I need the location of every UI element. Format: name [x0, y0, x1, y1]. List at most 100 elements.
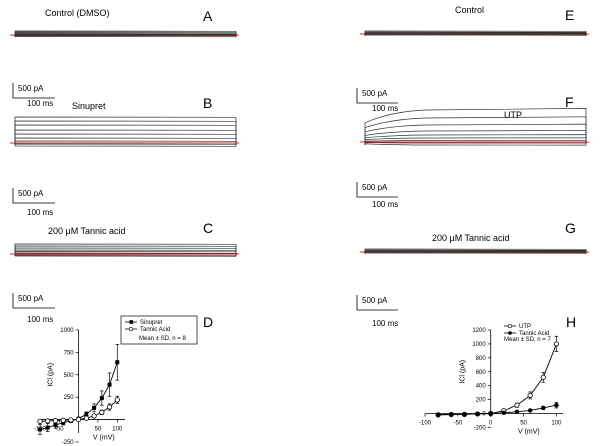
data-point	[514, 409, 520, 414]
panel-a-time-scale: 100 ms	[27, 99, 53, 108]
y-tick-label: -200	[474, 425, 487, 431]
annotation: Mean ± SD, n = 7	[504, 337, 551, 343]
axes: -100 -50 0 50 100-200020040060080010001200V …	[419, 328, 563, 436]
data-point	[115, 360, 120, 365]
legend-marker	[128, 326, 134, 332]
data-point	[540, 374, 546, 380]
data-point	[541, 405, 546, 411]
current-trace	[364, 108, 587, 145]
panel-g-label: 200 µM Tannic acid	[432, 233, 510, 243]
panel-a: Control (DMSO) A 500 pA 100 ms	[10, 8, 239, 108]
data-point	[527, 408, 533, 413]
y-tick-label: 500	[64, 373, 75, 379]
data-point	[45, 418, 51, 424]
data-point	[53, 422, 58, 427]
data-point	[68, 417, 74, 423]
x-tick-label: -100	[419, 421, 432, 427]
x-tick-label: 50	[520, 421, 527, 427]
panel-g-letter: G	[565, 220, 576, 236]
x-axis-label: V (mV)	[93, 435, 115, 442]
panel-f-scale-bar: 500 pA 100 ms	[356, 182, 398, 209]
panel-a-letter: A	[203, 8, 213, 24]
panel-b-letter: B	[203, 95, 212, 111]
panel-c-time-scale: 100 ms	[27, 315, 53, 324]
panel-e-time-scale: 100 ms	[372, 104, 398, 113]
panel-g-scale-bar: 500 pA 100 ms	[356, 295, 398, 328]
panel-g: 200 µM Tannic acid G 500 pA 100 ms	[356, 220, 589, 328]
panel-f-traces	[360, 108, 589, 146]
current-trace	[14, 254, 237, 256]
panel-b-time-scale: 100 ms	[27, 208, 53, 217]
panel-c-scale-bar: 500 pA 100 ms	[12, 293, 55, 324]
panel-e-traces	[360, 30, 589, 36]
panel-h: H -100 -50 0 50 100-200020040060080010001200…	[419, 314, 576, 436]
current-trace	[364, 137, 587, 145]
panel-e-letter: E	[565, 7, 574, 23]
data-point	[107, 382, 112, 387]
legend-label: UTP	[519, 324, 531, 330]
y-axis-label: ICl (pA)	[48, 363, 55, 387]
panel-f-current-scale: 500 pA	[362, 183, 388, 192]
panel-c-label: 200 µM Tannic acid	[48, 226, 126, 236]
data-point	[488, 411, 493, 416]
panel-c-current-scale: 500 pA	[18, 294, 44, 303]
panel-f: UTP F 500 pA 100 ms	[356, 94, 589, 209]
data-point	[106, 404, 113, 410]
data-point	[45, 425, 50, 430]
panel-a-current-scale: 500 pA	[18, 84, 44, 93]
panel-c: 200 µM Tannic acid C 500 pA 100 ms	[10, 220, 239, 324]
data-point	[38, 427, 42, 432]
series-utp	[435, 335, 560, 418]
panel-b: Sinupret B 500 pA 100 ms	[10, 95, 239, 217]
x-tick-label: 100	[112, 427, 123, 433]
y-axis-label: ICl (pA)	[460, 360, 467, 384]
y-tick-label: 600	[476, 370, 487, 376]
data-point	[435, 412, 441, 417]
panel-e-scale-bar: 500 pA 100 ms	[356, 88, 398, 113]
y-tick-label: 250	[64, 395, 75, 401]
data-point	[527, 392, 533, 399]
data-point	[83, 415, 89, 421]
data-point	[76, 416, 82, 423]
data-point	[449, 412, 454, 417]
y-tick-label: 1000	[60, 328, 74, 334]
panel-c-traces	[10, 243, 239, 257]
panel-a-label: Control (DMSO)	[45, 8, 110, 18]
current-trace	[14, 252, 237, 256]
current-trace	[364, 252, 587, 254]
legend-box	[120, 315, 198, 345]
series-tannic-acid	[435, 402, 559, 417]
panel-d-letter: D	[203, 314, 213, 330]
data-point	[554, 402, 559, 408]
data-point	[84, 412, 89, 417]
x-tick-label: -50	[55, 427, 64, 433]
panel-g-time-scale: 100 ms	[372, 319, 398, 328]
panel-f-label: UTP	[504, 110, 522, 120]
panel-b-traces	[10, 116, 239, 147]
x-tick-label: -50	[454, 421, 463, 427]
data-point	[52, 418, 59, 424]
series-line	[438, 343, 557, 416]
panel-a-traces	[10, 30, 239, 38]
panel-f-time-scale: 100 ms	[372, 200, 398, 209]
panel-b-scale-bar: 500 pA 100 ms	[12, 188, 55, 217]
current-trace	[14, 124, 237, 145]
y-tick-label: -250	[62, 440, 75, 446]
panel-b-label: Sinupret	[72, 101, 106, 111]
panel-e: Control E 500 pA 100 ms	[356, 5, 589, 113]
data-point	[99, 409, 105, 415]
panel-e-label: Control	[455, 5, 484, 15]
series-tannic-acid	[37, 395, 120, 424]
y-tick-label: 200	[476, 398, 487, 404]
data-point	[462, 412, 467, 417]
current-trace	[364, 130, 587, 145]
y-tick-label: 750	[64, 350, 75, 356]
x-tick-label: 0	[489, 421, 493, 427]
legend-marker	[507, 323, 513, 329]
data-point	[92, 405, 97, 410]
y-tick-label: 400	[476, 384, 487, 390]
data-point	[99, 396, 104, 401]
